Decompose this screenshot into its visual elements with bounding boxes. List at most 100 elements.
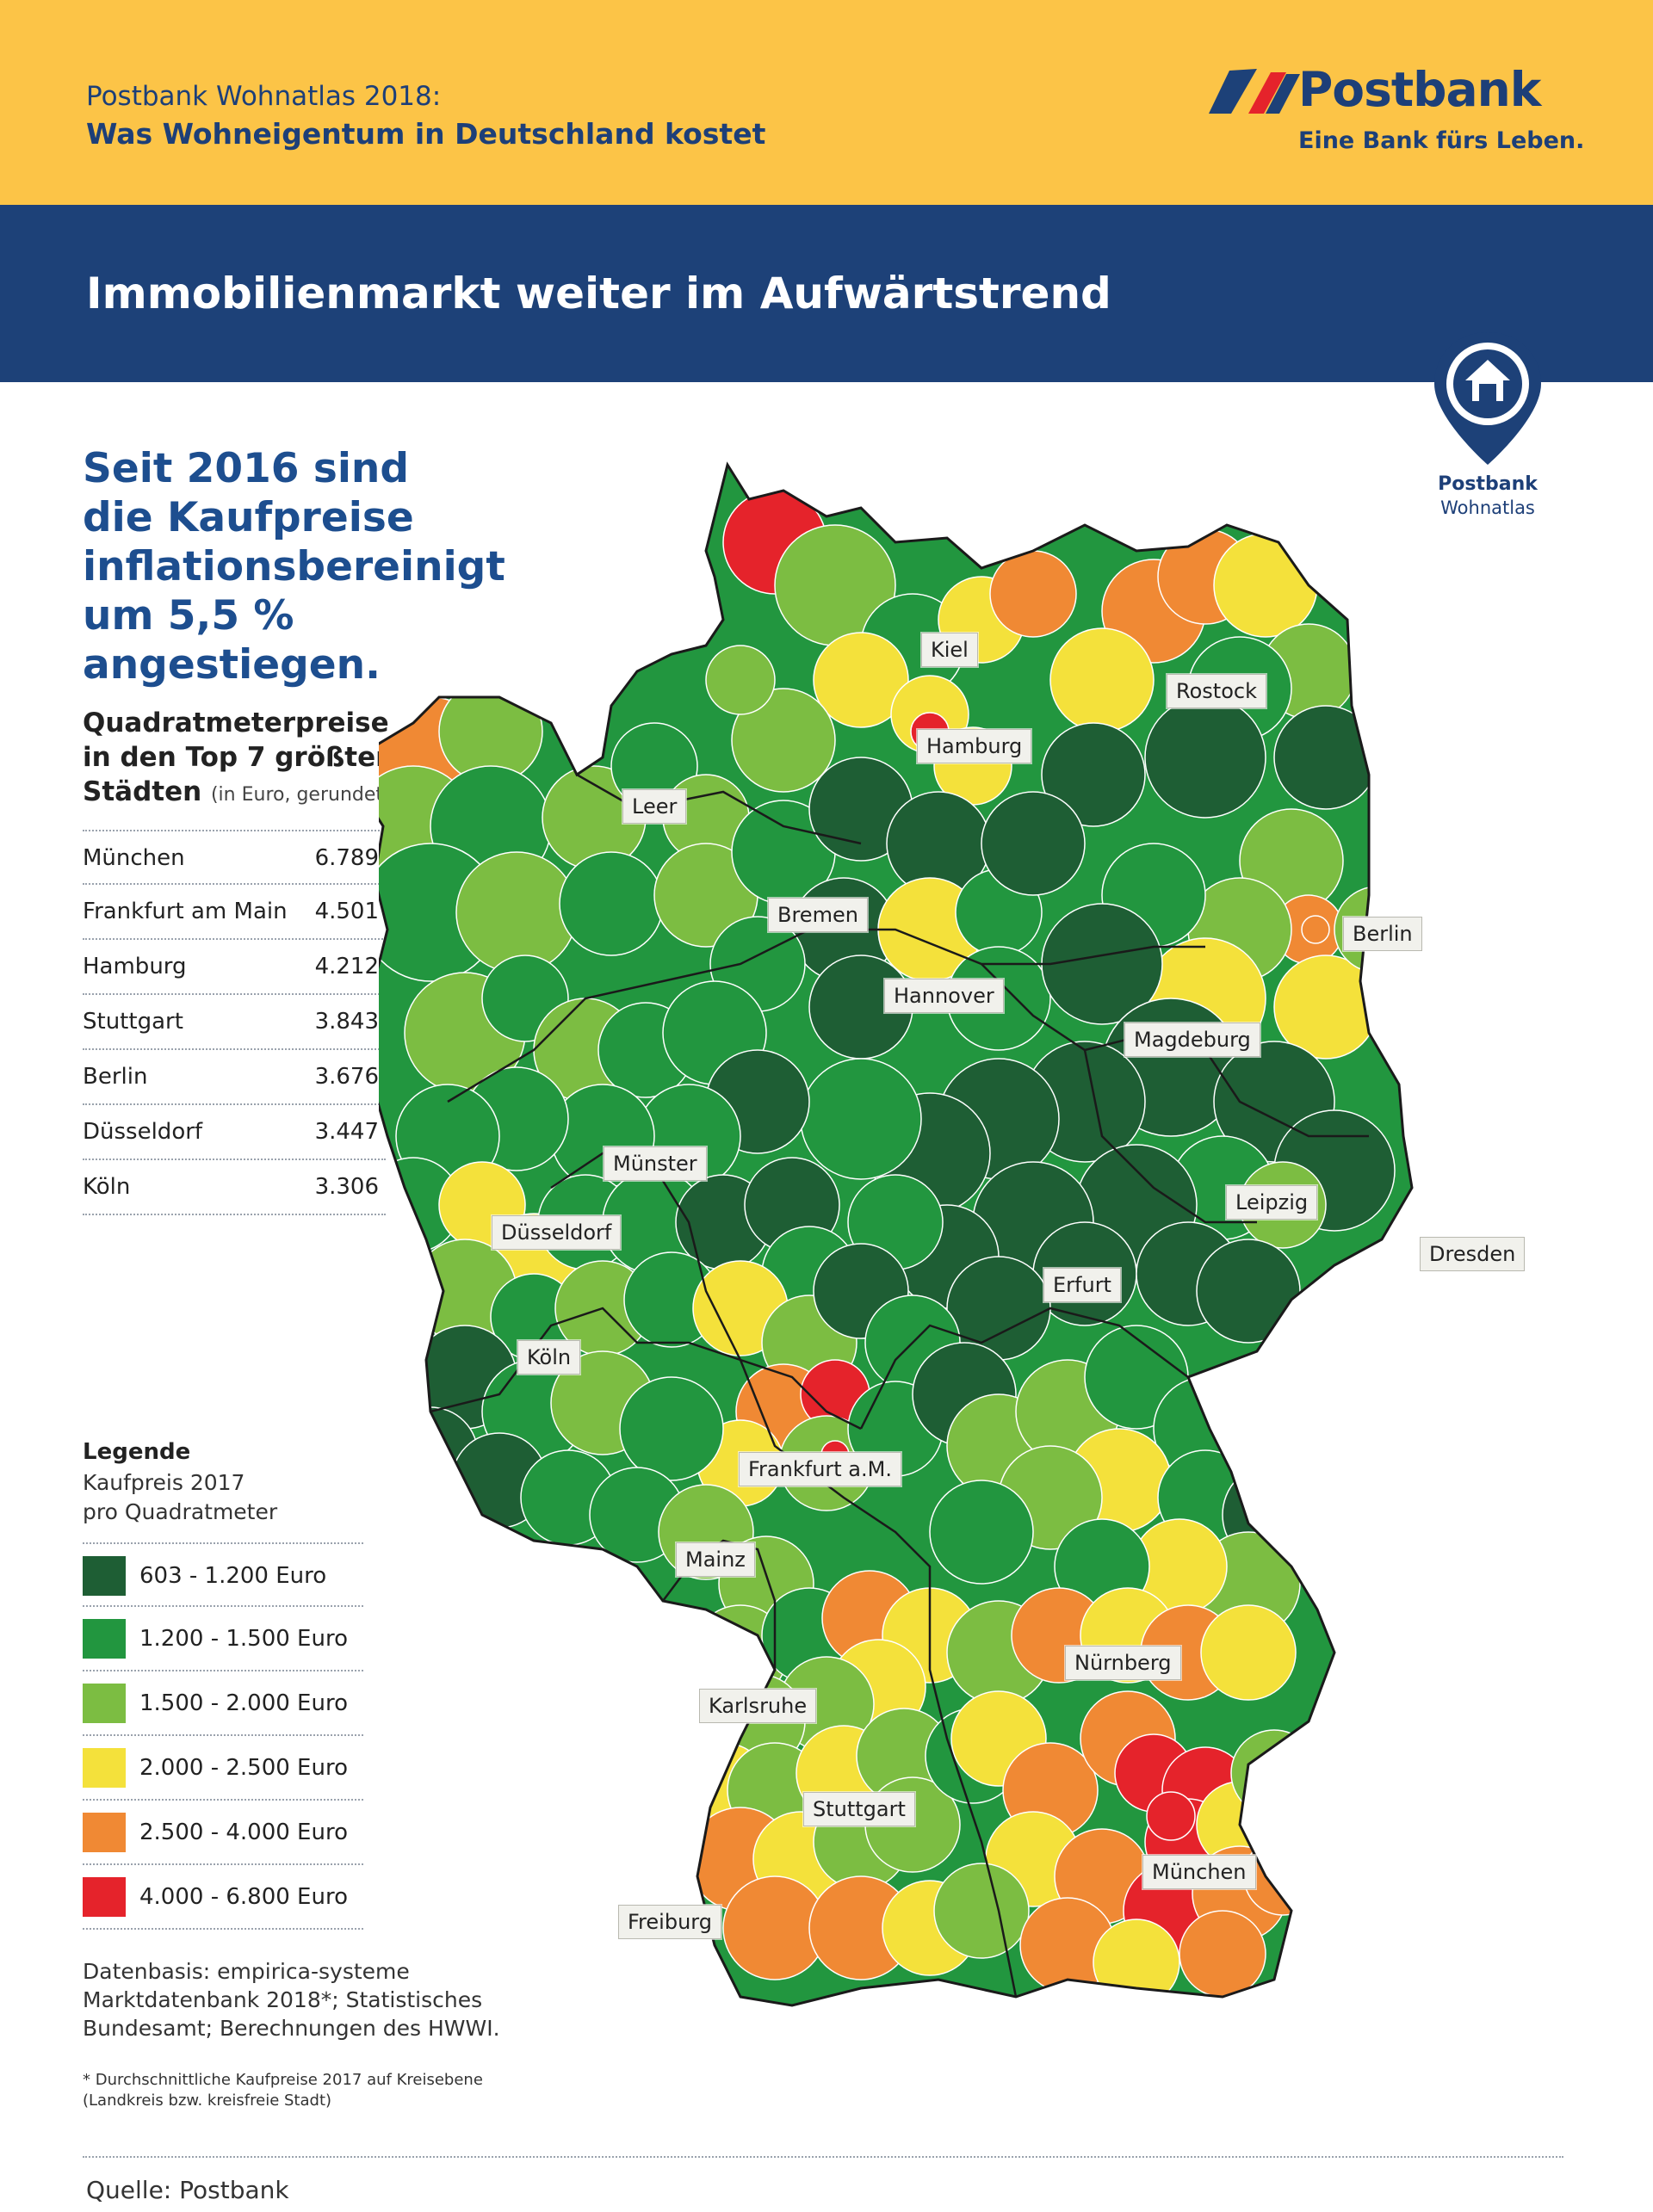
legend-swatch — [83, 1619, 126, 1659]
city-label-rostock: Rostock — [1167, 674, 1266, 708]
district-region — [929, 1480, 1034, 1585]
city-label-frankfurt: Frankfurt a.M. — [739, 1452, 901, 1486]
house-pin-icon — [1434, 332, 1541, 465]
city-price: 4.212 — [314, 954, 379, 979]
headline-line: um 5,5 % angestiegen. — [83, 592, 381, 689]
city-label-muenster: Münster — [604, 1146, 707, 1181]
header-bar: Postbank Wohnatlas 2018: Was Wohneigentu… — [0, 0, 1653, 205]
city-name: Düsseldorf — [83, 1119, 203, 1145]
district-region — [1041, 722, 1146, 827]
district-region — [1213, 533, 1318, 638]
postbank-logo-icon — [1209, 69, 1300, 114]
city-price: 3.676 — [314, 1064, 379, 1090]
city-label-bremen: Bremen — [768, 898, 868, 932]
source-credit: Quelle: Postbank — [86, 2176, 289, 2204]
city-label-erfurt: Erfurt — [1043, 1268, 1121, 1302]
legend-subtitle: Kaufpreis 2017 — [83, 1470, 245, 1495]
city-name: Köln — [83, 1174, 131, 1200]
table-row: Berlin 3.676 — [83, 1050, 386, 1105]
city-label-karlsruhe: Karlsruhe — [699, 1689, 817, 1723]
table-row: Frankfurt am Main 4.501 — [83, 885, 386, 940]
footnote: * Durchschnittliche Kaufpreise 2017 auf … — [83, 2071, 483, 2110]
table-row: Köln 3.306 — [83, 1160, 386, 1215]
city-price: 4.501 — [314, 899, 379, 924]
district-region — [813, 632, 909, 728]
city-price: 3.306 — [314, 1174, 379, 1200]
district-region — [1146, 1791, 1196, 1841]
headline-line: die Kaufpreise — [83, 494, 414, 541]
district-region — [933, 1863, 1030, 1959]
legend-item: 4.000 - 6.800 Euro — [83, 1865, 363, 1930]
table-row: Hamburg 4.212 — [83, 940, 386, 995]
district-region — [731, 688, 836, 793]
legend: 603 - 1.200 Euro 1.200 - 1.500 Euro 1.50… — [83, 1542, 363, 1930]
district-region — [1093, 1919, 1180, 2005]
city-label-magdeburg: Magdeburg — [1124, 1023, 1260, 1057]
district-region — [800, 1058, 922, 1180]
district-region — [1049, 627, 1155, 732]
city-label-koeln: Köln — [517, 1340, 581, 1375]
district-region — [981, 791, 1086, 896]
legend-swatch — [83, 1748, 126, 1788]
legend-swatch — [83, 1684, 126, 1723]
legend-label: 603 - 1.200 Euro — [139, 1563, 327, 1589]
legend-swatch — [83, 1556, 126, 1596]
badge-line2: Wohnatlas — [1440, 497, 1535, 518]
legend-item: 2.000 - 2.500 Euro — [83, 1736, 363, 1801]
legend-label: 4.000 - 6.800 Euro — [139, 1884, 348, 1910]
city-label-mainz: Mainz — [676, 1542, 755, 1577]
top7-title: Quadratmeterpreise in den Top 7 größten … — [83, 706, 427, 813]
city-label-muenchen: München — [1142, 1855, 1256, 1889]
city-price: 3.843 — [314, 1009, 379, 1035]
logo-slogan: Eine Bank fürs Leben. — [1298, 127, 1585, 154]
top7-title-line: in den Top 7 größten — [83, 742, 395, 773]
district-region — [1200, 1604, 1297, 1701]
district-region — [559, 851, 664, 956]
table-row: Stuttgart 3.843 — [83, 995, 386, 1050]
district-region — [705, 645, 776, 715]
headline: Seit 2016 sind die Kaufpreise inflations… — [83, 444, 599, 689]
data-source: Datenbasis: empirica-systeme Marktdatenb… — [83, 1959, 500, 2041]
legend-label: 2.000 - 2.500 Euro — [139, 1755, 348, 1781]
district-region — [1273, 705, 1378, 810]
district-region — [1144, 696, 1266, 819]
district-region — [989, 550, 1077, 638]
legend-item: 1.200 - 1.500 Euro — [83, 1607, 363, 1671]
legend-title: Legende — [83, 1439, 191, 1465]
district-region — [1301, 915, 1330, 944]
city-label-berlin: Berlin — [1343, 917, 1422, 951]
state-borders — [430, 773, 1369, 1998]
top7-title-line: Städten (in Euro, gerundet) — [83, 775, 427, 813]
city-label-hannover: Hannover — [884, 979, 1004, 1013]
city-label-hamburg: Hamburg — [917, 729, 1032, 763]
table-row: Düsseldorf 3.447 — [83, 1105, 386, 1160]
district-region — [1179, 1910, 1266, 1998]
legend-swatch — [83, 1813, 126, 1852]
city-label-stuttgart: Stuttgart — [803, 1792, 915, 1826]
city-name: München — [83, 845, 185, 871]
legend-item: 603 - 1.200 Euro — [83, 1542, 363, 1607]
headline-line: inflationsbereinigt — [83, 543, 505, 590]
legend-label: 1.200 - 1.500 Euro — [139, 1626, 348, 1652]
supertitle-line1: Postbank Wohnatlas 2018: — [86, 81, 442, 112]
map-svg — [360, 461, 1414, 2007]
legend-item: 2.500 - 4.000 Euro — [83, 1801, 363, 1865]
badge-line1: Postbank — [1438, 473, 1538, 495]
city-label-nuernberg: Nürnberg — [1065, 1646, 1181, 1680]
germany-price-map: Kiel Hamburg Rostock Leer Bremen Berlin … — [360, 448, 1619, 2152]
city-name: Frankfurt am Main — [83, 899, 288, 924]
title-banner: Immobilienmarkt weiter im Aufwärtstrend — [0, 205, 1653, 382]
city-name: Stuttgart — [83, 1009, 183, 1035]
top7-table: München 6.789 Frankfurt am Main 4.501 Hamb… — [83, 830, 386, 1215]
legend-label: 1.500 - 2.000 Euro — [139, 1690, 348, 1716]
headline-line: Seit 2016 sind — [83, 445, 410, 492]
city-label-leer: Leer — [622, 789, 687, 824]
table-row: München 6.789 — [83, 830, 386, 885]
supertitle-line2: Was Wohneigentum in Deutschland kostet — [86, 117, 766, 151]
city-price: 6.789 — [314, 845, 379, 871]
city-price: 3.447 — [314, 1119, 379, 1145]
city-name: Hamburg — [83, 954, 187, 979]
legend-swatch — [83, 1877, 126, 1917]
legend-label: 2.500 - 4.000 Euro — [139, 1820, 348, 1845]
legend-item: 1.500 - 2.000 Euro — [83, 1671, 363, 1736]
